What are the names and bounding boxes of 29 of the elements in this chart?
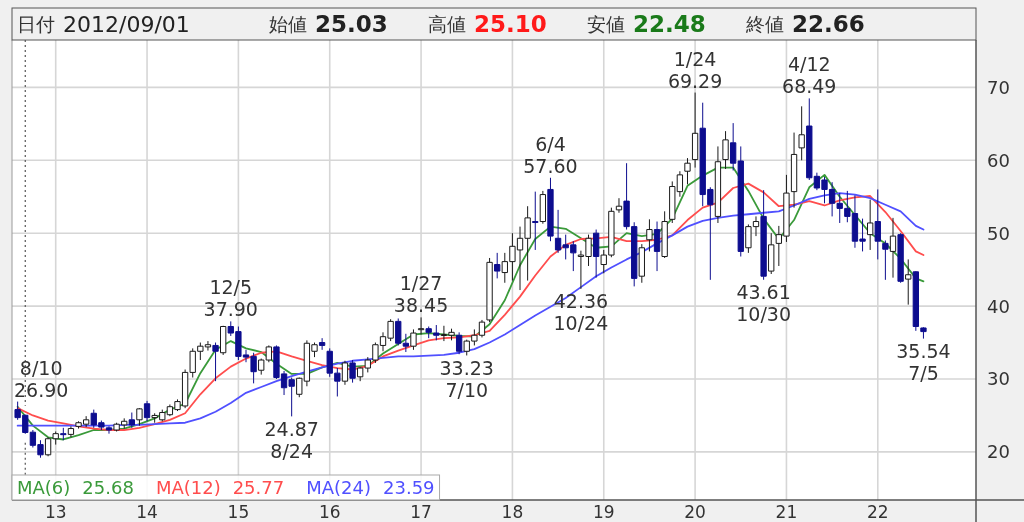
x-tick-label: 18 bbox=[501, 502, 524, 522]
series-names: MA(6) 25.68 MA(12) 25.77 MA(24) 23.59 bbox=[11, 474, 441, 501]
note: 8/10 26.90 bbox=[14, 356, 69, 401]
note: 35.54 7/5 bbox=[896, 339, 951, 384]
note: 4/12 68.49 bbox=[782, 53, 837, 98]
x-tick-label: 13 bbox=[44, 502, 67, 522]
x-tick-label: 19 bbox=[592, 502, 615, 522]
note: 24.87 8/24 bbox=[264, 417, 319, 462]
y-tick-label: 20 bbox=[987, 441, 1010, 463]
note: 1/24 69.29 bbox=[667, 47, 723, 92]
note: 12/5 37.90 bbox=[203, 276, 258, 321]
y-tick-label: 40 bbox=[987, 295, 1010, 317]
note: 6/4 57.60 bbox=[523, 132, 578, 177]
x-tick-label: 15 bbox=[227, 502, 250, 522]
x-tick-label: 22 bbox=[866, 502, 889, 522]
x-tick-label: 21 bbox=[775, 502, 798, 522]
note: 1/27 38.45 bbox=[393, 272, 449, 317]
y-tick-label: 50 bbox=[987, 222, 1010, 244]
x-tick-label: 16 bbox=[318, 502, 341, 522]
y-tick-label: 60 bbox=[987, 149, 1010, 171]
x-tick-label: 17 bbox=[410, 502, 432, 522]
note: 33.23 7/10 bbox=[439, 356, 494, 401]
y-tick-label: 30 bbox=[987, 368, 1010, 390]
header: 日付 2012/09/01 始値 25.03 高値 25.10 安値 22.48 終値 22.66 bbox=[11, 7, 977, 41]
x-tick-label: 14 bbox=[136, 502, 158, 522]
note: 43.61 10/30 bbox=[736, 280, 791, 325]
note: 42.36 10/24 bbox=[553, 290, 609, 335]
y-tick-label: 70 bbox=[987, 76, 1010, 98]
x-tick-label: 20 bbox=[684, 502, 706, 522]
